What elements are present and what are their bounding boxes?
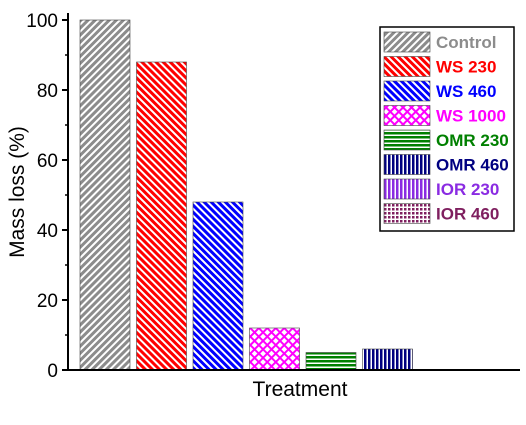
bar-ws-460 [192,201,244,371]
legend-label: WS 460 [436,82,496,101]
legend-swatch [383,56,431,77]
legend-swatch [383,105,431,126]
y-tick-label: 60 [37,151,58,172]
legend-swatch [383,80,431,102]
legend-label: WS 230 [436,58,496,77]
legend-swatch [383,31,431,53]
bars-layer [79,19,413,371]
legend: Control WS 230 WS 460 WS 1000 OMR 230 OMR 460… [379,26,515,232]
legend-swatch [383,154,431,175]
y-axis-title: Mass loss (%) [6,126,29,258]
legend-label: WS 1000 [436,107,506,126]
y-ticks: 0 20 40 60 80 100 [26,11,68,382]
legend-label: Control [436,33,496,52]
bar-ws-230 [136,61,187,371]
y-tick-label: 40 [37,221,58,242]
legend-label: OMR 230 [436,131,509,150]
bar-omr-230 [305,352,357,371]
y-tick-label: 100 [26,11,58,32]
y-tick-label: 80 [37,81,58,102]
bar-omr-460 [362,348,413,371]
legend-swatch [383,129,431,151]
legend-label: IOR 460 [436,205,499,224]
axes-layer [67,13,520,371]
legend-swatch [383,203,431,224]
y-tick-label: 20 [37,291,58,312]
bar-control [79,19,131,371]
x-axis-title: Treatment [253,378,348,401]
bar-ws-1000 [249,327,300,371]
y-tick-label: 0 [47,361,58,382]
legend-label: IOR 230 [436,180,499,199]
legend-swatch [383,178,431,200]
legend-label: OMR 460 [436,156,509,175]
